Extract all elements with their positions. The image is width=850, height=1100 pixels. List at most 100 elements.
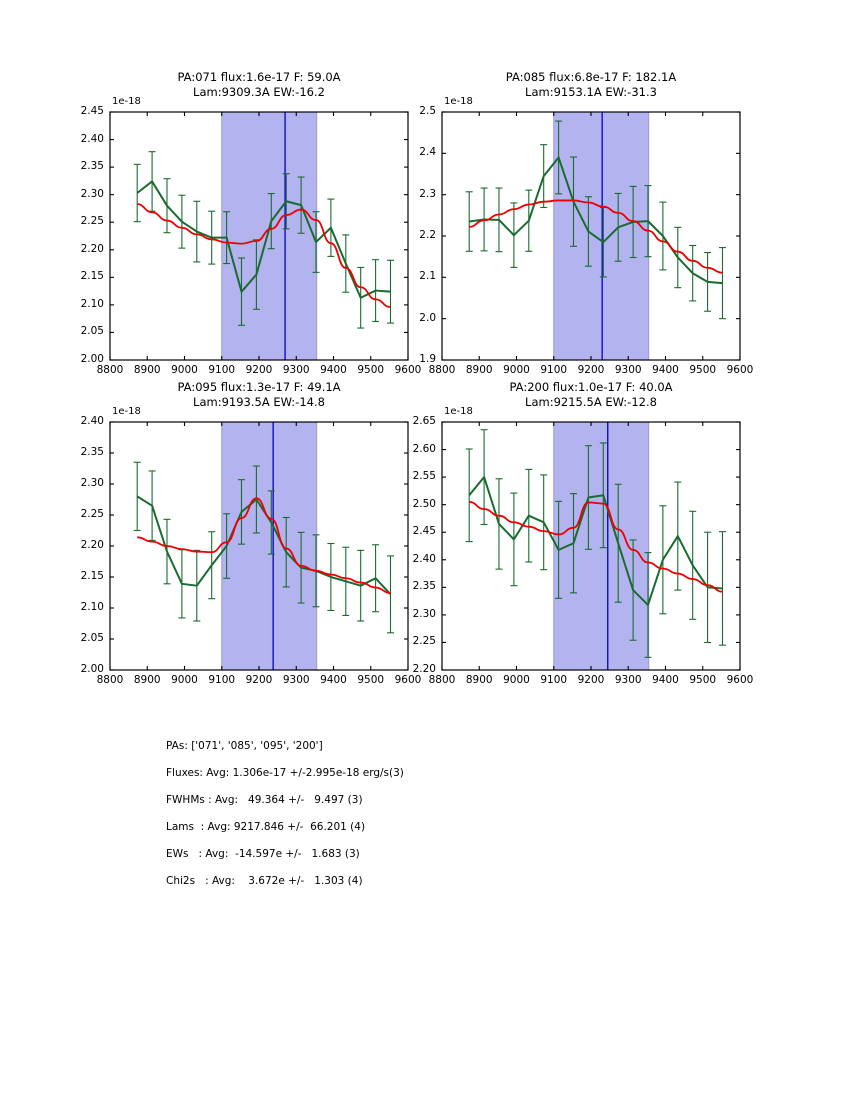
x-tick-label: 8900 xyxy=(465,364,493,376)
panel-title-pa-095: PA:095 flux:1.3e-17 F: 49.1A Lam:9193.5A … xyxy=(50,380,468,410)
y-tick-label: 2.20 xyxy=(412,663,436,675)
x-tick-label: 9400 xyxy=(320,364,347,376)
x-tick-label: 9000 xyxy=(503,364,530,376)
x-tick-label: 9400 xyxy=(652,674,679,686)
summary-line-0: PAs: ['071', '085', '095', '200'] xyxy=(166,740,323,752)
y-tick-label: 2.10 xyxy=(80,297,104,310)
x-tick-label: 9100 xyxy=(208,364,236,376)
panel-title-line1: PA:095 flux:1.3e-17 F: 49.1A xyxy=(177,380,341,394)
x-tick-label: 9000 xyxy=(171,674,198,686)
x-tick-label: 8800 xyxy=(428,364,456,376)
x-tick-label: 9300 xyxy=(614,674,642,686)
x-tick-label: 9000 xyxy=(503,674,530,686)
y-tick-label: 1.9 xyxy=(419,353,436,365)
axis-ticks xyxy=(109,421,409,671)
summary-line-5: Chi2s : Avg: 3.672e +/- 1.303 (4) xyxy=(166,875,363,887)
y-axis-offset-label-pa-071: 1e-18 xyxy=(112,96,141,107)
y-tick-label: 2.65 xyxy=(412,415,436,427)
y-tick-label: 2.40 xyxy=(80,415,104,427)
x-tick-label: 9600 xyxy=(726,364,754,376)
x-tick-label: 9100 xyxy=(208,674,236,686)
x-tick-label: 9600 xyxy=(394,674,422,686)
panel-title-line2: Lam:9309.3A EW:-16.2 xyxy=(193,85,325,99)
series-fit-line xyxy=(469,501,723,593)
panel-title-pa-085: PA:085 flux:6.8e-17 F: 182.1A Lam:9153.1A… xyxy=(382,70,800,100)
y-tick-label: 2.30 xyxy=(80,477,104,489)
y-tick-label: 2.00 xyxy=(80,663,104,675)
y-tick-label: 2.60 xyxy=(412,442,436,455)
y-tick-label: 2.35 xyxy=(412,580,436,593)
x-tick-label: 9500 xyxy=(689,674,717,686)
y-tick-label: 2.25 xyxy=(80,508,104,520)
y-tick-label: 2.20 xyxy=(80,242,104,255)
x-tick-label: 9200 xyxy=(577,364,605,376)
y-tick-label: 2.45 xyxy=(80,105,104,117)
x-tick-label: 9300 xyxy=(282,674,310,686)
panel-title-pa-200: PA:200 flux:1.0e-17 F: 40.0A Lam:9215.5A … xyxy=(382,380,800,410)
x-tick-label: 9100 xyxy=(540,674,568,686)
x-tick-label: 9100 xyxy=(540,364,568,376)
x-tick-label: 9200 xyxy=(245,364,273,376)
x-tick-label: 9400 xyxy=(320,674,347,686)
panel-title-line1: PA:085 flux:6.8e-17 F: 182.1A xyxy=(505,70,677,84)
plot-area-pa-200 xyxy=(441,421,741,671)
summary-line-1: Fluxes: Avg: 1.306e-17 +/-2.995e-18 erg/… xyxy=(166,767,404,779)
axis-ticks xyxy=(441,111,741,361)
y-tick-label: 2.25 xyxy=(412,635,436,648)
panel-title-line2: Lam:9153.1A EW:-31.3 xyxy=(525,85,657,99)
panel-title-line1: PA:200 flux:1.0e-17 F: 40.0A xyxy=(509,380,673,394)
y-tick-label: 2.30 xyxy=(412,607,436,620)
x-tick-label: 9200 xyxy=(577,674,605,686)
panel-title-line2: Lam:9215.5A EW:-12.8 xyxy=(525,395,657,409)
y-tick-label: 2.00 xyxy=(80,353,104,365)
y-tick-label: 2.15 xyxy=(80,270,104,283)
y-tick-label: 2.25 xyxy=(80,215,104,228)
y-tick-label: 2.5 xyxy=(419,105,436,117)
x-tick-label: 8900 xyxy=(133,674,161,686)
panel-title-line2: Lam:9193.5A EW:-14.8 xyxy=(193,395,325,409)
y-tick-label: 2.50 xyxy=(412,497,436,510)
series-data-line xyxy=(469,156,723,285)
x-tick-label: 8800 xyxy=(96,674,124,686)
summary-line-4: EWs : Avg: -14.597e +/- 1.683 (3) xyxy=(166,848,360,860)
y-tick-label: 2.1 xyxy=(419,270,436,283)
y-tick-label: 2.45 xyxy=(412,525,436,538)
summary-line-2: FWHMs : Avg: 49.364 +/- 9.497 (3) xyxy=(166,794,363,806)
x-tick-label: 9000 xyxy=(171,364,198,376)
y-tick-label: 2.55 xyxy=(412,470,436,483)
plot-area-pa-095 xyxy=(109,421,409,671)
x-tick-label: 9500 xyxy=(357,364,385,376)
axis-ticks xyxy=(441,421,741,671)
y-tick-label: 2.05 xyxy=(80,632,104,644)
series-fit-line xyxy=(137,497,391,595)
y-tick-label: 2.35 xyxy=(80,160,104,173)
y-axis-offset-label-pa-095: 1e-18 xyxy=(112,406,141,417)
x-tick-label: 9300 xyxy=(614,364,642,376)
y-tick-label: 2.05 xyxy=(80,325,104,338)
y-axis-offset-label-pa-200: 1e-18 xyxy=(444,406,473,417)
x-tick-label: 9500 xyxy=(689,364,717,376)
x-tick-label: 8800 xyxy=(428,674,456,686)
series-data-line xyxy=(468,476,723,606)
axis-ticks xyxy=(109,111,409,361)
series-fit-line xyxy=(137,203,391,308)
panel-title-pa-071: PA:071 flux:1.6e-17 F: 59.0A Lam:9309.3A … xyxy=(50,70,468,100)
y-tick-label: 2.30 xyxy=(80,187,104,200)
y-tick-label: 2.35 xyxy=(80,446,104,458)
plot-area-pa-071 xyxy=(109,111,409,361)
y-tick-label: 2.2 xyxy=(419,229,436,241)
summary-line-3: Lams : Avg: 9217.846 +/- 66.201 (4) xyxy=(166,821,366,833)
series-fit-line xyxy=(469,199,723,274)
y-tick-label: 2.0 xyxy=(419,311,436,324)
y-tick-label: 2.20 xyxy=(80,539,104,551)
y-tick-label: 2.4 xyxy=(419,146,436,159)
x-tick-label: 9600 xyxy=(726,674,754,686)
panel-title-line1: PA:071 flux:1.6e-17 F: 59.0A xyxy=(177,70,341,84)
x-tick-label: 9500 xyxy=(357,674,385,686)
x-tick-label: 9400 xyxy=(652,364,679,376)
plot-area-pa-085 xyxy=(441,111,741,361)
